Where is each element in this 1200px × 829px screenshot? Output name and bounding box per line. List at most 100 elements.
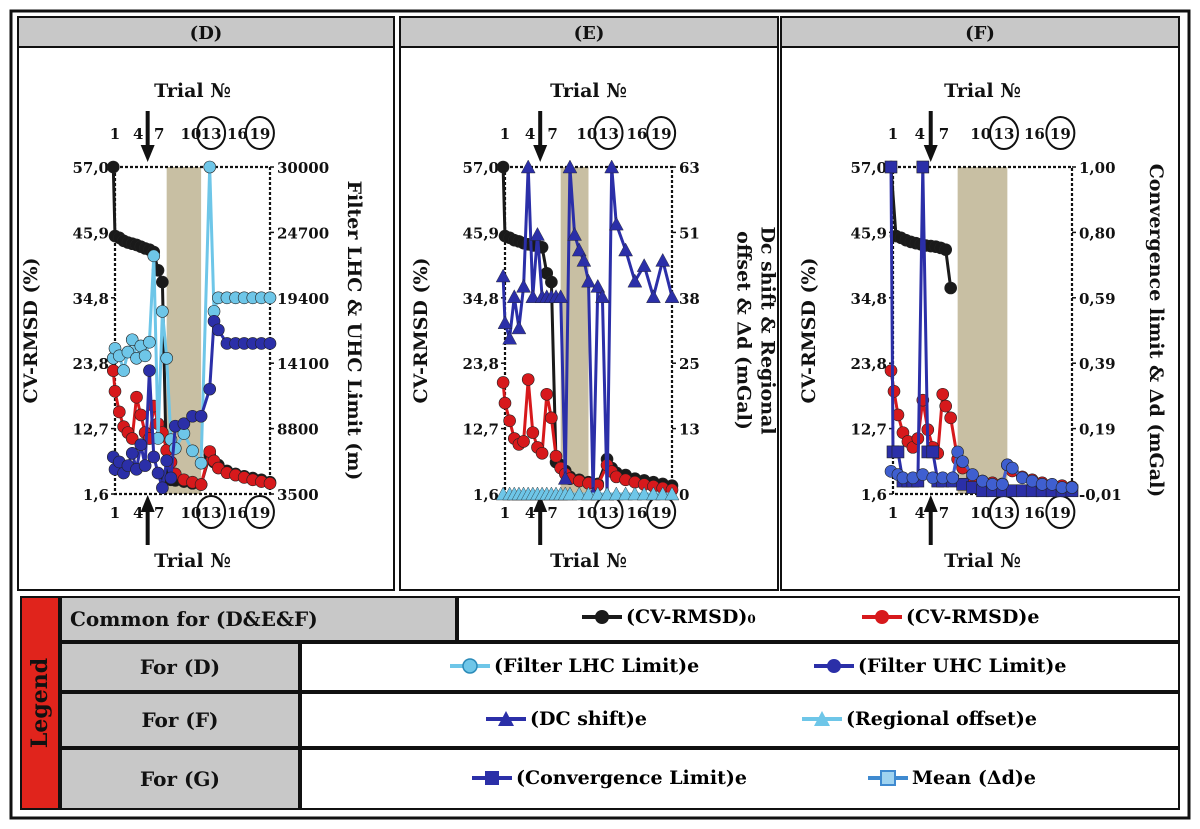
data-point [540,387,554,401]
data-point [138,349,152,363]
circled-trial-marker [646,116,677,150]
bottom-axis-label: Trial № [944,550,1021,572]
data-point [571,486,587,501]
right-tick-label: 0,59 [1079,290,1116,308]
left-tick-label: 45,9 [850,224,887,242]
data-point [263,477,277,490]
data-point [590,278,606,293]
legend-title-bar: Legend [20,596,60,810]
data-point [655,253,671,267]
data-point [595,289,610,303]
panel-header: (F) [965,23,995,44]
panel-header: (E) [574,23,605,44]
data-point [939,243,953,256]
circled-trial-marker [244,116,275,150]
top-x-tick-label: 13 [598,125,619,143]
bottom-x-tick-label: 13 [994,504,1015,522]
legend-item-filter-uhc: (Filter UHC Limit)e [812,655,1066,677]
data-point [627,486,643,501]
data-point [576,253,592,267]
data-point [608,216,624,231]
data-point [113,405,126,419]
data-point [956,455,969,468]
circled-trial-marker [244,495,275,529]
right-tick-label: 0,19 [1079,421,1116,439]
legend-row-label: For (D) [139,655,221,679]
data-point [125,432,139,445]
data-point [160,351,173,365]
data-point [263,291,277,305]
left-tick-label: 23,8 [462,355,499,373]
data-point [496,376,510,389]
circled-trial-marker [196,495,227,529]
data-point [212,323,225,337]
top-x-tick-label: 10 [181,125,202,143]
legend-item-label: (Regional offset)e [846,708,1037,730]
circled-trial-marker [196,116,227,150]
data-point [497,315,513,329]
right-tick-label: 51 [679,224,700,242]
data-point [263,337,277,350]
data-point [996,477,1009,491]
data-point [571,242,587,257]
data-point [121,345,135,359]
data-point [147,450,161,464]
bottom-x-tick-label: 19 [1050,504,1071,522]
data-point [138,459,152,472]
right-tick-label: 0,80 [1079,224,1116,242]
circled-trial-marker [1045,116,1076,150]
legend-row-g-label: For (G) [60,748,300,810]
data-point [884,160,898,174]
left-tick-label: 45,9 [72,224,109,242]
left-tick-label: 57,0 [462,159,499,177]
right-tick-label: 3500 [277,486,319,504]
data-point [194,409,208,423]
panel-header-bar [780,16,1180,48]
top-x-tick-label: 16 [227,125,248,143]
top-x-tick-label: 4 [525,125,535,143]
bottom-x-tick-label: 7 [154,504,164,522]
bottom-x-tick-label: 13 [201,504,222,522]
top-x-tick-label: 1 [500,125,510,143]
down-arrow-head [923,145,938,162]
legend-swatch-darkblue-square [472,771,512,785]
left-tick-label: 34,8 [72,290,109,308]
legend-item-label: (Filter LHC Limit)e [494,655,700,677]
right-tick-label: 8800 [277,421,319,439]
legend-swatch-darkblue-triangle [486,711,526,726]
right-tick-label: 63 [679,159,700,177]
left-tick-label: 57,0 [72,159,109,177]
right-tick-label: 30000 [277,159,329,177]
legend-item-mean-delta-d: Mean (Δd)e [866,767,1036,789]
bottom-x-tick-label: 10 [576,504,597,522]
data-point [549,449,563,463]
bottom-x-tick-label: 13 [598,504,619,522]
bottom-x-tick-label: 1 [110,504,120,522]
data-point [525,289,541,303]
data-point [618,242,633,257]
left-tick-label: 12,7 [850,421,887,439]
bottom-x-tick-label: 4 [133,504,143,522]
data-point [194,478,208,491]
left-axis-label: CV-RMSD (%) [798,257,820,403]
legend-swatch-black-circle [582,610,622,624]
left-tick-label: 23,8 [850,355,887,373]
data-point [521,373,535,386]
data-point [520,159,536,174]
data-point [530,227,545,241]
data-point [108,384,122,398]
right-axis-label: Convergence limit & Δd (mGal) [1145,164,1167,498]
left-tick-label: 34,8 [850,290,887,308]
bottom-x-tick-label: 10 [181,504,202,522]
top-x-tick-label: 19 [651,125,672,143]
right-tick-label: 25 [679,355,700,373]
right-tick-label: -0,01 [1079,486,1122,504]
legend-row-label: For (F) [141,708,219,732]
bottom-x-tick-label: 7 [547,504,557,522]
data-point [944,281,957,295]
bottom-x-tick-label: 4 [525,504,535,522]
top-x-tick-label: 10 [576,125,597,143]
top-x-tick-label: 13 [201,125,222,143]
bottom-x-tick-label: 16 [626,504,647,522]
